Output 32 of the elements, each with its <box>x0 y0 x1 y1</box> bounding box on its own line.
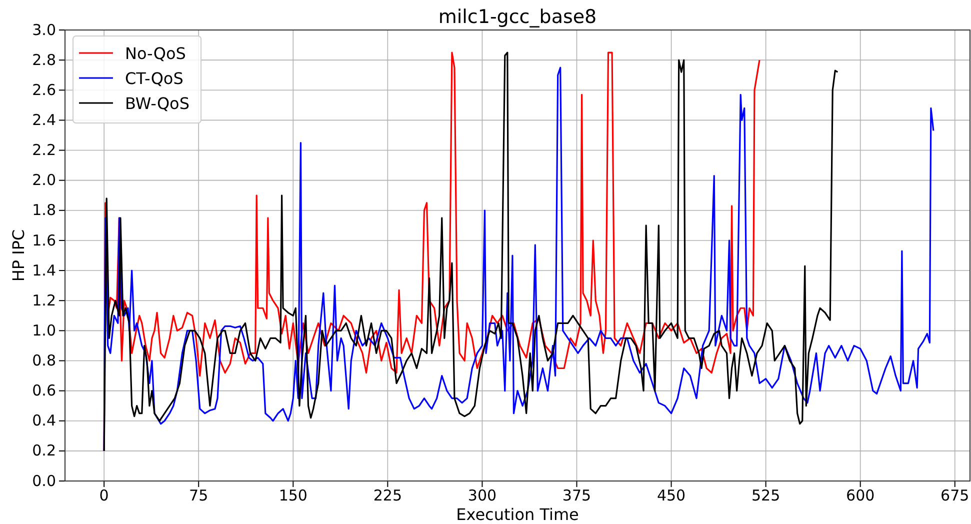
x-tick-label: 150 <box>278 486 308 505</box>
y-tick-label: 1.0 <box>32 321 56 340</box>
legend-label: BW-QoS <box>125 94 190 113</box>
y-tick-label: 0.8 <box>32 352 56 370</box>
y-tick-label: 3.0 <box>32 20 56 39</box>
x-tick-label: 0 <box>99 486 109 505</box>
y-tick-label: 2.0 <box>32 171 56 190</box>
x-tick-label: 450 <box>656 486 686 505</box>
y-tick-label: 2.2 <box>32 141 56 160</box>
x-tick-label: 600 <box>846 486 875 505</box>
y-tick-label: 2.6 <box>32 80 56 99</box>
x-tick-label: 375 <box>562 486 592 505</box>
y-tick-label: 1.2 <box>32 291 56 310</box>
legend-label: CT-QoS <box>125 69 184 88</box>
y-tick-label: 1.6 <box>32 231 56 250</box>
y-tick-label: 0.2 <box>32 442 56 460</box>
y-tick-label: 1.8 <box>32 201 56 220</box>
x-axis-title: Execution Time <box>456 505 579 524</box>
y-tick-label: 1.4 <box>32 261 56 280</box>
y-tick-label: 2.4 <box>32 111 56 129</box>
x-tick-label: 225 <box>373 486 402 505</box>
x-tick-label: 675 <box>940 486 970 505</box>
y-tick-label: 0.4 <box>32 412 56 430</box>
x-tick-label: 300 <box>468 486 497 505</box>
y-axis-title: HP IPC <box>9 229 28 282</box>
chart-title: milc1-gcc_base8 <box>438 6 597 28</box>
x-tick-label: 75 <box>189 486 208 505</box>
y-tick-label: 2.8 <box>32 50 56 69</box>
y-tick-label: 0.6 <box>32 382 56 400</box>
legend-label: No-QoS <box>125 44 186 63</box>
x-tick-label: 525 <box>751 486 780 505</box>
y-tick-label: 0.0 <box>32 472 56 490</box>
